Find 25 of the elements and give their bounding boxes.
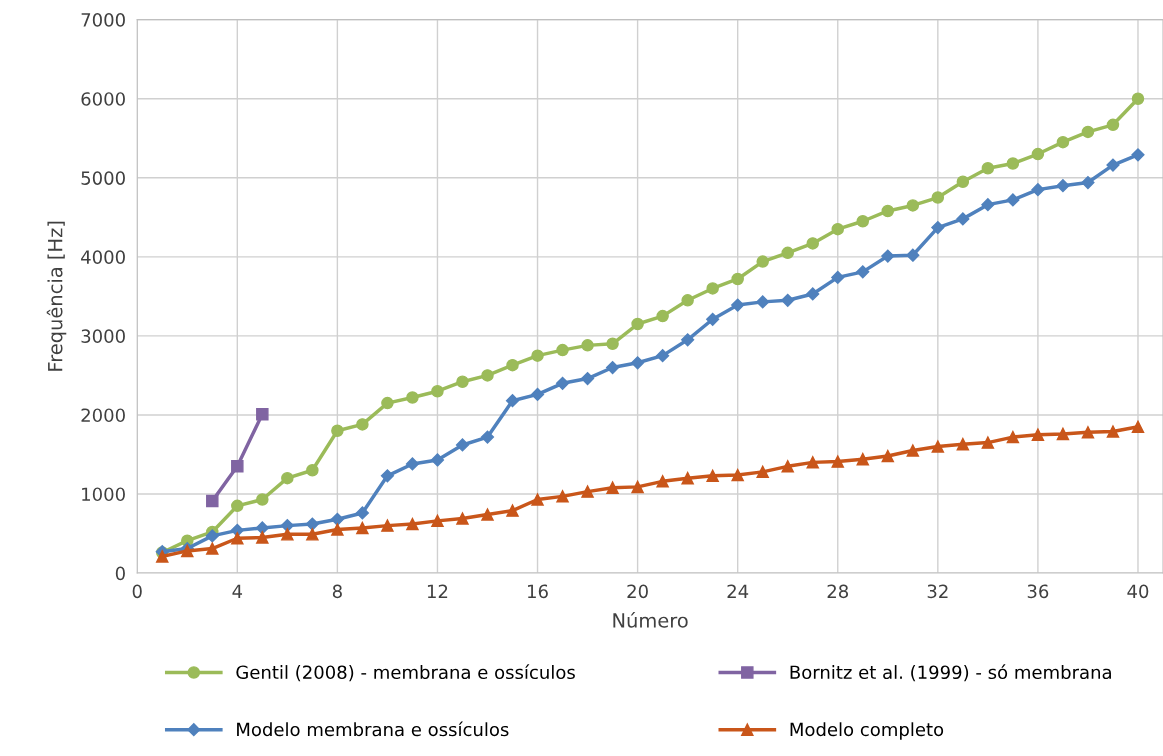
x-tick-label: 0 (132, 584, 142, 599)
x-tick-label: 40 (1127, 584, 1149, 599)
y-tick-label: 1000 (82, 487, 125, 502)
x-tick-label: 8 (332, 584, 342, 599)
legend-label: Bornitz et al. (1999) - só membrana (790, 664, 1111, 682)
x-tick-label: 36 (1027, 584, 1049, 599)
legend-label: Modelo completo (790, 722, 944, 740)
y-tick-label: 7000 (81, 13, 125, 27)
y-tick-label: 2000 (81, 408, 125, 423)
x-tick-label: 20 (627, 584, 648, 599)
y-tick-label: 0 (115, 566, 125, 581)
legend-label: Gentil (2008) - membrana e ossículos (236, 664, 575, 682)
x-tick-label: 28 (827, 584, 849, 599)
y-tick-label: 4000 (81, 250, 125, 264)
x-tick-label: 4 (232, 584, 243, 598)
x-axis-title: Número (613, 611, 688, 628)
x-tick-label: 24 (727, 584, 749, 598)
y-axis-title: Frequência [Hz] (46, 221, 67, 371)
y-tick-label: 6000 (81, 92, 125, 106)
x-tick-label: 12 (427, 584, 448, 598)
legend-label: Modelo membrana e ossículos (237, 721, 509, 737)
y-tick-label: 5000 (81, 171, 125, 185)
y-tick-label: 3000 (81, 329, 125, 343)
x-tick-label: 16 (528, 584, 548, 599)
x-tick-label: 32 (927, 584, 948, 599)
